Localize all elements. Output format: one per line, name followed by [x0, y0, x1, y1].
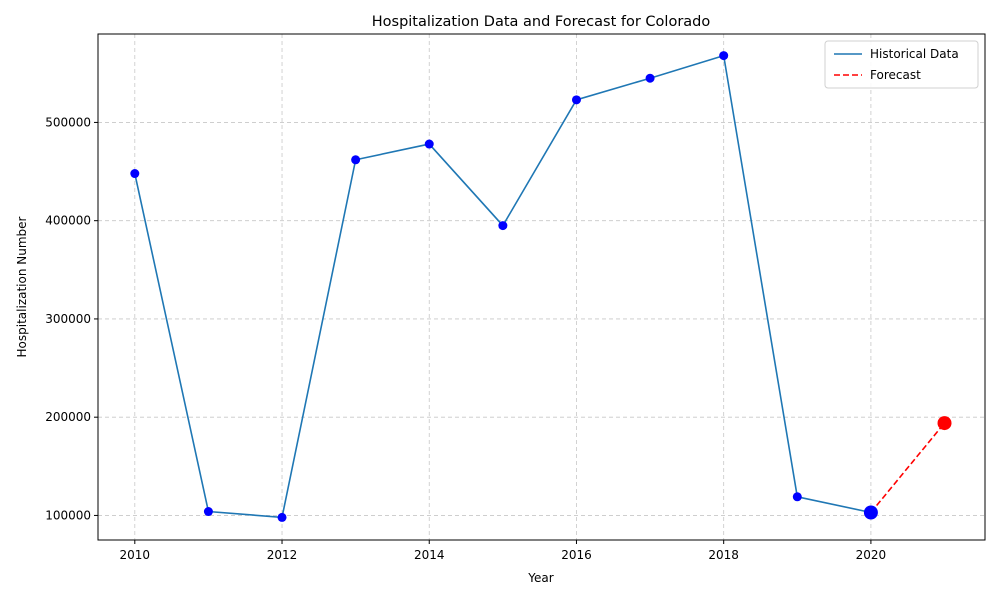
x-tick-label: 2010	[120, 548, 151, 562]
historical-data-point	[424, 139, 434, 149]
axis-ticks: 2010 2012 2014 2016 2018 2020 100000 200000 3000…	[45, 115, 886, 562]
historical-data-point	[645, 73, 655, 83]
y-tick-label: 200000	[45, 410, 91, 424]
y-tick-label: 400000	[45, 214, 91, 228]
grid-lines	[98, 34, 985, 540]
plot-frame	[97, 33, 986, 541]
historical-data-point	[203, 507, 213, 517]
legend-label: Forecast	[870, 68, 921, 82]
x-tick-label: 2020	[856, 548, 887, 562]
highlight-point	[863, 505, 878, 520]
historical-data-point	[130, 169, 140, 179]
historical-data-point	[571, 95, 581, 105]
historical-data-point	[351, 155, 361, 165]
chart-title: Hospitalization Data and Forecast for Co…	[372, 14, 711, 30]
historical-data-point	[792, 492, 802, 502]
highlight-point	[937, 416, 952, 431]
x-tick-label: 2016	[561, 548, 592, 562]
forecast-series-line	[870, 422, 946, 513]
historical-data-point	[277, 512, 287, 522]
y-axis-label: Hospitalization Number	[15, 216, 29, 357]
x-tick-label: 2012	[267, 548, 298, 562]
historical-data-point	[719, 51, 729, 61]
x-axis-label: Year	[527, 571, 553, 585]
historical-series-line	[134, 54, 872, 519]
legend-box	[824, 40, 979, 89]
series-layer	[130, 51, 952, 522]
y-tick-label: 300000	[45, 312, 91, 326]
legend: Historical Data Forecast	[824, 40, 979, 89]
x-tick-label: 2014	[414, 548, 445, 562]
legend-label: Historical Data	[870, 47, 959, 61]
x-tick-label: 2018	[708, 548, 739, 562]
historical-data-point	[498, 221, 508, 231]
y-tick-label: 100000	[45, 508, 91, 522]
y-tick-label: 500000	[45, 115, 91, 129]
